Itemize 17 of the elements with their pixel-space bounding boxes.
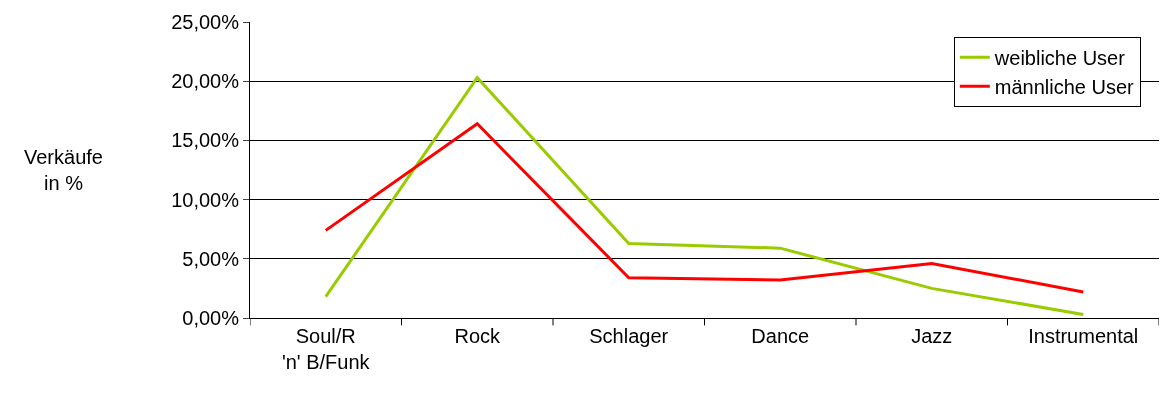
x-tick-label: Soul/R 'n' B/Funk — [281, 325, 371, 373]
x-tick-label: Instrumental — [1028, 325, 1139, 347]
y-axis-title: Verkäufe in % — [24, 146, 103, 194]
legend-label: männliche User — [994, 76, 1135, 99]
x-tick-label: Rock — [454, 325, 502, 347]
x-tick-label: Dance — [751, 325, 810, 347]
y-tick-label: 20,00% — [171, 70, 240, 93]
x-tick-label: Jazz — [911, 325, 953, 347]
y-tick-label: 10,00% — [171, 188, 240, 211]
y-tick-label: 25,00% — [171, 11, 240, 33]
y-tick-label: 0,00% — [182, 307, 240, 329]
line-series — [324, 76, 1085, 316]
y-tick-label: 5,00% — [182, 247, 240, 270]
legend-label: weibliche User — [993, 47, 1126, 70]
line-series — [324, 122, 1085, 294]
y-tick-label: 15,00% — [171, 129, 240, 152]
x-tick-label: Schlager — [589, 325, 669, 347]
